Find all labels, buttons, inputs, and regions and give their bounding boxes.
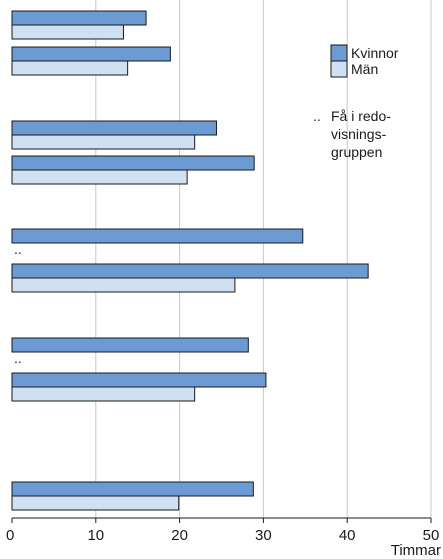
legend-label-man: Män [351, 61, 378, 77]
bar-kvinnor-3 [11, 120, 217, 136]
footnote-line-1: Få i redo- [331, 108, 391, 124]
footnote-line-2: visnings- [331, 126, 387, 142]
bar-missing-label: .. [14, 350, 22, 366]
bar-man-6 [11, 277, 236, 293]
bar-kvinnor-8 [11, 372, 267, 388]
bar-kvinnor-1 [11, 10, 147, 26]
tick-label-50: 50 [423, 527, 440, 544]
bar-kvinnor-6 [11, 263, 369, 279]
tick-label-40: 40 [339, 527, 356, 544]
bar-missing-label: .. [14, 241, 22, 257]
tick-label-10: 10 [87, 527, 104, 544]
legend-label-kvinnor: Kvinnor [351, 45, 399, 61]
footnote-symbol: .. [313, 108, 321, 124]
bar-man-8 [11, 386, 196, 402]
legend-swatch-man [330, 60, 348, 78]
bar-kvinnor-5 [11, 228, 304, 244]
legend: Kvinnor Män [330, 44, 399, 78]
bar-kvinnor-7 [11, 337, 249, 353]
footnote-line-3: gruppen [331, 144, 382, 160]
gridlines [95, 0, 432, 518]
bars: .... [11, 10, 369, 511]
bar-man-3 [11, 134, 196, 150]
bar-man-4 [11, 169, 188, 185]
footnote: .. Få i redo- visnings- gruppen [313, 108, 391, 160]
bar-kvinnor-9 [11, 481, 254, 497]
bar-man-9 [11, 495, 180, 511]
bar-kvinnor-2 [11, 46, 171, 62]
x-axis-ticks: 0 10 20 30 40 50 [6, 518, 439, 544]
bar-man-2 [11, 60, 129, 76]
x-axis-label: Timmar [391, 542, 441, 559]
bar-man-1 [11, 24, 124, 40]
tick-label-0: 0 [6, 527, 14, 544]
bar-kvinnor-4 [11, 155, 255, 171]
tick-label-20: 20 [171, 527, 188, 544]
tick-label-30: 30 [255, 527, 272, 544]
legend-swatch-kvinnor [330, 44, 348, 62]
